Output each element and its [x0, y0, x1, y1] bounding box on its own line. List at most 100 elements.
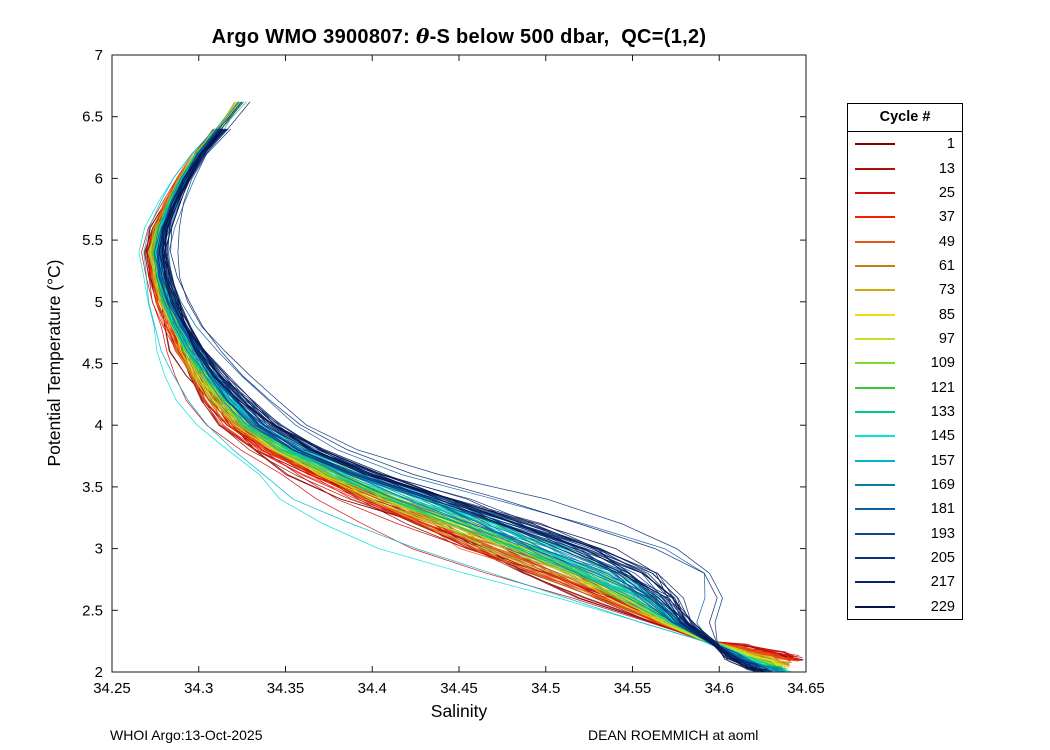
profile-line: [161, 128, 762, 672]
legend-entry: 61: [848, 254, 962, 278]
legend-line-sample: [855, 216, 895, 219]
theta-symbol: θ: [415, 24, 430, 48]
profile-line: [164, 128, 764, 672]
x-tick-label: 34.55: [614, 680, 652, 697]
legend-line-sample: [855, 557, 895, 560]
x-tick-label: 34.35: [267, 680, 305, 697]
y-tick-label: 4.5: [82, 356, 103, 373]
profile-line: [161, 128, 778, 669]
profile-line: [160, 128, 787, 671]
profile-line: [168, 128, 774, 672]
profile-line: [164, 128, 760, 672]
profile-line: [148, 128, 783, 669]
profile-line: [162, 128, 787, 672]
legend-entry: 49: [848, 229, 962, 253]
profile-line: [159, 128, 767, 672]
legend: Cycle # 1 13 25 37 49 61 73 85 97 109 121 133 145 157…: [847, 103, 963, 620]
legend-line-sample: [855, 581, 895, 584]
profile-line: [147, 128, 796, 660]
legend-title: Cycle #: [848, 104, 962, 132]
legend-entry-label: 181: [930, 501, 955, 518]
x-tick-label: 34.3: [184, 680, 213, 697]
profile-line: [146, 128, 800, 661]
legend-line-sample: [855, 605, 895, 608]
profile-line: [158, 128, 768, 672]
legend-line-sample: [855, 483, 895, 486]
footer-credit-left: WHOI Argo:13-Oct-2025: [110, 727, 263, 743]
x-tick-label: 34.5: [531, 680, 560, 697]
profile-line: [163, 101, 763, 672]
profile-line: [159, 128, 787, 672]
footer-credit-right: DEAN ROEMMICH at aoml: [588, 727, 759, 743]
legend-entry: 109: [848, 351, 962, 375]
legend-entry: 85: [848, 302, 962, 326]
legend-line-sample: [855, 386, 895, 389]
profile-line: [161, 101, 785, 671]
legend-entry: 1: [848, 132, 962, 156]
legend-entry-label: 1: [946, 136, 955, 153]
legend-entry: 193: [848, 522, 962, 546]
profile-line: [153, 128, 804, 661]
y-tick-label: 3.5: [82, 479, 103, 496]
legend-entry-label: 97: [938, 330, 955, 347]
profile-line: [148, 128, 790, 661]
legend-entry-label: 205: [930, 550, 955, 567]
profile-line: [156, 153, 771, 672]
legend-entry-label: 133: [930, 403, 955, 420]
profile-line: [159, 128, 792, 663]
y-tick-label: 7: [95, 47, 103, 64]
profile-line: [155, 128, 791, 662]
legend-line-sample: [855, 435, 895, 438]
legend-line-sample: [855, 459, 895, 462]
profile-line: [164, 128, 770, 672]
legend-entry-label: 61: [938, 257, 955, 274]
legend-entry: 97: [848, 327, 962, 351]
legend-entry-label: 85: [938, 306, 955, 323]
legend-entry-label: 73: [938, 282, 955, 299]
legend-entry: 121: [848, 375, 962, 399]
legend-entry: 169: [848, 473, 962, 497]
profile-line: [152, 153, 786, 668]
legend-entry-label: 145: [930, 428, 955, 445]
profile-line: [157, 128, 772, 672]
legend-entry-label: 169: [930, 476, 955, 493]
y-tick-label: 5.5: [82, 232, 103, 249]
profile-line: [159, 153, 764, 672]
legend-entry-label: 157: [930, 452, 955, 469]
legend-entry: 133: [848, 400, 962, 424]
profile-line: [151, 101, 790, 666]
legend-entry-label: 25: [938, 184, 955, 201]
profile-line: [165, 128, 760, 671]
legend-line-sample: [855, 508, 895, 511]
profile-line: [160, 128, 779, 671]
legend-entry-label: 109: [930, 355, 955, 372]
profile-line: [158, 128, 762, 671]
y-tick-label: 2: [95, 664, 103, 681]
y-tick-label: 4: [95, 417, 103, 434]
legend-entry-label: 49: [938, 233, 955, 250]
legend-entry: 37: [848, 205, 962, 229]
profile-line: [141, 128, 793, 660]
profile-line: [155, 153, 799, 662]
legend-entry: 25: [848, 181, 962, 205]
profile-line: [170, 101, 758, 672]
legend-line-sample: [855, 191, 895, 194]
profile-line: [154, 128, 782, 663]
x-tick-label: 34.45: [440, 680, 478, 697]
chart-title: Argo WMO 3900807: θ-S below 500 dbar, QC…: [92, 24, 826, 49]
profile-line: [147, 128, 797, 662]
x-tick-label: 34.6: [705, 680, 734, 697]
x-tick-label: 34.25: [93, 680, 131, 697]
legend-line-sample: [855, 313, 895, 316]
legend-line-sample: [855, 337, 895, 340]
profile-line: [149, 101, 791, 667]
profile-line: [151, 128, 791, 658]
profile-line: [157, 128, 784, 659]
profile-line: [156, 101, 789, 670]
legend-line-sample: [855, 240, 895, 243]
profile-line: [159, 128, 788, 671]
profile-line: [161, 128, 768, 670]
chart-title-prefix: Argo WMO 3900807:: [211, 26, 416, 48]
profile-line: [156, 128, 761, 672]
